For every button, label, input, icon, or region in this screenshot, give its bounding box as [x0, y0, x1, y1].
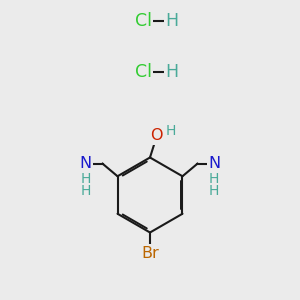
Text: H: H — [209, 172, 220, 186]
Text: H: H — [166, 124, 176, 137]
Text: O: O — [150, 128, 163, 143]
Text: H: H — [165, 63, 178, 81]
Text: Cl: Cl — [135, 12, 152, 30]
Text: N: N — [80, 156, 92, 171]
Text: N: N — [208, 156, 220, 171]
Text: Br: Br — [141, 246, 159, 261]
Text: H: H — [80, 172, 91, 186]
Text: H: H — [80, 184, 91, 198]
Text: Cl: Cl — [135, 63, 152, 81]
Text: H: H — [209, 184, 220, 198]
Text: H: H — [165, 12, 178, 30]
